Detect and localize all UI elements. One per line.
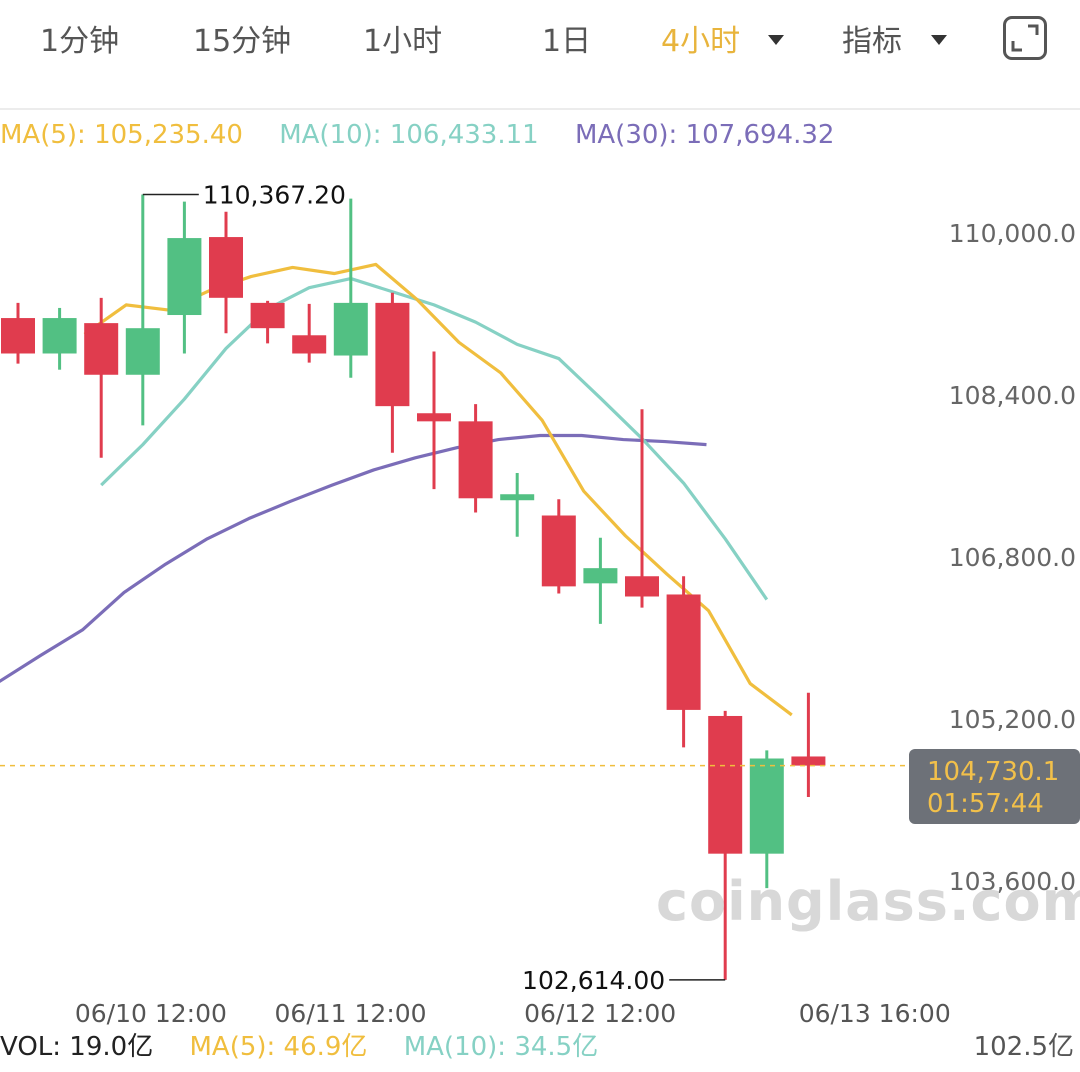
high-price-label: 110,367.20 [203, 181, 346, 210]
watermark: coinglass.com [656, 870, 1080, 933]
y-tick-label: 110,000.0 [949, 219, 1076, 248]
candle-body [250, 302, 285, 329]
chevron-down-icon[interactable] [768, 35, 784, 45]
current-price-tag: 104,730.1 01:57:44 [909, 749, 1080, 824]
y-tick-label: 103,600.0 [949, 867, 1076, 896]
tab-4hour[interactable]: 4小时 [661, 24, 741, 59]
ma5-legend: MA(5): 105,235.40 [0, 120, 243, 150]
y-tick-label: 105,200.0 [949, 705, 1076, 734]
vol-axis-label: 102.5亿 [973, 1032, 1074, 1062]
candle-body [42, 318, 77, 354]
low-price-label: 102,614.00 [522, 966, 665, 995]
vol-ma10: MA(10): 34.5亿 [403, 1032, 599, 1062]
candle-body [625, 576, 659, 597]
candle-body [1, 318, 35, 354]
fullscreen-icon [1011, 24, 1039, 52]
timeframe-toolbar: 1分钟 15分钟 1小时 1日 4小时 指标 [0, 0, 1080, 110]
candle-body [583, 568, 618, 584]
candle-body [666, 594, 701, 710]
candle-body [292, 335, 327, 354]
current-price: 104,730.1 [927, 757, 1060, 787]
ma30-legend: MA(30): 107,694.32 [574, 120, 835, 150]
candle-body [458, 421, 493, 499]
x-tick-label: 06/11 12:00 [275, 999, 427, 1028]
candle-body [791, 756, 826, 766]
candle-body [125, 328, 160, 375]
candle-body [375, 302, 410, 407]
candle-body [708, 715, 743, 854]
volume-legend: VOL: 19.0亿 MA(5): 46.9亿 MA(10): 34.5亿 [0, 1026, 626, 1063]
vol-ma5: MA(5): 46.9亿 [189, 1032, 368, 1062]
ma5-line [83, 262, 793, 717]
x-tick-label: 06/12 12:00 [524, 999, 676, 1028]
candle-body [500, 494, 535, 501]
candle-body [333, 302, 368, 356]
tab-15min[interactable]: 15分钟 [193, 24, 292, 59]
candle-body [541, 515, 576, 587]
ma30-line [0, 433, 707, 683]
ma-legend: MA(5): 105,235.40 MA(10): 106,433.11 MA(… [0, 120, 862, 150]
ma10-line [100, 276, 769, 601]
candle-body [417, 413, 451, 422]
chevron-down-icon[interactable] [931, 35, 947, 45]
tab-1hour[interactable]: 1小时 [363, 24, 443, 59]
candlestick-chart[interactable]: 110,000.0 108,400.0 106,800.0 105,200.0 103,… [0, 0, 1080, 1030]
ma10-legend: MA(10): 106,433.11 [279, 120, 539, 150]
candle-body [167, 238, 202, 316]
candle-body [84, 323, 119, 375]
indicator-dropdown[interactable]: 指标 [842, 24, 902, 59]
y-tick-label: 108,400.0 [949, 381, 1076, 410]
tab-1min[interactable]: 1分钟 [40, 24, 120, 59]
candle-body [749, 758, 784, 854]
fullscreen-button[interactable] [1003, 16, 1047, 60]
candle-countdown: 01:57:44 [927, 789, 1044, 819]
y-tick-label: 106,800.0 [949, 543, 1076, 572]
candle-body [209, 237, 243, 298]
vol-value: VOL: 19.0亿 [0, 1032, 154, 1062]
x-tick-label: 06/13 16:00 [799, 999, 951, 1028]
tab-1day[interactable]: 1日 [542, 24, 592, 59]
x-tick-label: 06/10 12:00 [75, 999, 227, 1028]
